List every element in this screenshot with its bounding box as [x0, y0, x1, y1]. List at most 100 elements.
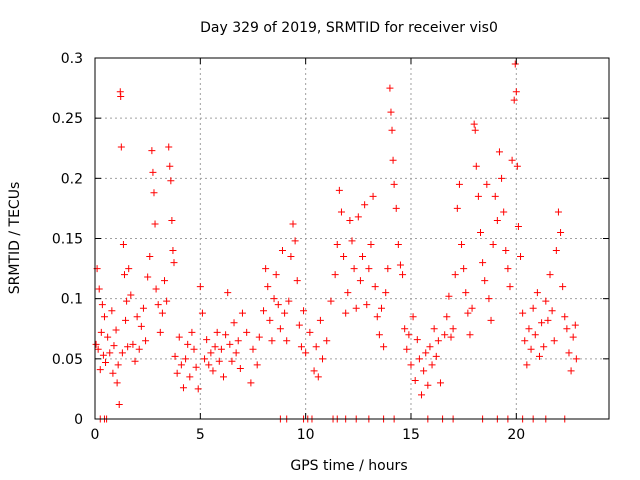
data-point	[571, 321, 579, 329]
data-point	[169, 247, 177, 255]
data-point	[129, 340, 137, 348]
data-point	[182, 355, 190, 363]
data-point	[161, 277, 169, 285]
data-point	[390, 180, 398, 188]
data-point	[491, 192, 499, 200]
data-point	[458, 241, 466, 249]
data-point	[331, 271, 339, 279]
data-point	[135, 345, 143, 353]
data-point	[150, 189, 158, 197]
data-point	[149, 168, 157, 176]
data-point	[422, 349, 430, 357]
data-point	[542, 297, 550, 305]
data-point	[552, 247, 560, 255]
data-point	[426, 343, 434, 351]
data-point	[460, 265, 468, 273]
x-tick-label: 0	[91, 427, 100, 443]
data-point	[557, 228, 565, 236]
data-point	[521, 337, 529, 345]
data-point	[544, 316, 552, 324]
data-point	[173, 369, 181, 377]
data-point	[504, 265, 512, 273]
data-point	[215, 357, 223, 365]
x-tick-label: 5	[196, 427, 205, 443]
data-point	[156, 328, 164, 336]
data-point	[511, 60, 519, 68]
data-point	[443, 313, 451, 321]
data-point	[481, 277, 489, 285]
data-point	[117, 93, 125, 101]
data-point	[513, 162, 521, 170]
data-point	[348, 237, 356, 245]
data-point	[114, 361, 122, 369]
data-point	[268, 337, 276, 345]
data-point	[356, 277, 364, 285]
grid-lines	[95, 58, 609, 419]
data-point	[493, 216, 501, 224]
data-point	[405, 331, 413, 339]
data-point	[510, 96, 518, 104]
data-point	[207, 349, 215, 357]
data-point	[474, 192, 482, 200]
data-point	[281, 309, 289, 317]
data-point	[363, 301, 371, 309]
data-point	[224, 289, 232, 297]
data-point	[222, 331, 230, 339]
data-point	[131, 357, 139, 365]
data-point	[489, 241, 497, 249]
data-point	[401, 325, 409, 333]
data-point	[572, 355, 580, 363]
data-point	[445, 292, 453, 300]
data-point	[148, 147, 156, 155]
data-point	[175, 333, 183, 341]
data-point	[529, 304, 537, 312]
data-point	[508, 156, 516, 164]
data-point	[283, 337, 291, 345]
data-point	[274, 301, 282, 309]
y-tick-label: 0.25	[52, 111, 83, 127]
data-point	[413, 336, 421, 344]
x-tick-label: 15	[402, 427, 420, 443]
data-point	[262, 265, 270, 273]
data-point	[512, 88, 520, 96]
data-point	[389, 156, 397, 164]
data-point	[220, 373, 227, 381]
data-point	[127, 291, 135, 299]
data-point	[211, 343, 219, 351]
data-point	[477, 228, 484, 236]
data-point	[168, 216, 176, 224]
data-point	[495, 148, 503, 156]
data-point	[471, 126, 479, 134]
data-point	[514, 222, 522, 230]
data-point	[94, 345, 102, 353]
data-point	[270, 295, 278, 303]
data-point	[312, 343, 320, 351]
data-point	[151, 220, 159, 228]
data-point	[430, 325, 438, 333]
data-point	[110, 342, 118, 350]
data-point	[125, 265, 133, 273]
data-point	[531, 331, 539, 339]
data-point	[337, 208, 345, 216]
y-tick-label: 0	[74, 412, 83, 428]
data-point	[415, 355, 423, 363]
data-point	[293, 277, 301, 285]
data-point	[319, 355, 327, 363]
data-point	[194, 385, 202, 393]
data-point	[287, 253, 295, 261]
data-point	[485, 295, 493, 303]
data-point	[527, 345, 535, 353]
data-points	[92, 60, 580, 423]
data-point	[104, 333, 112, 341]
data-point	[519, 309, 527, 317]
data-point	[487, 316, 495, 324]
data-point	[247, 379, 255, 387]
y-tick-label: 0.2	[61, 171, 83, 187]
data-point	[255, 333, 263, 341]
data-point	[190, 345, 198, 353]
data-point	[533, 289, 541, 297]
data-point	[441, 331, 449, 339]
data-point	[384, 265, 392, 273]
data-point	[154, 301, 162, 309]
data-point	[377, 304, 385, 312]
